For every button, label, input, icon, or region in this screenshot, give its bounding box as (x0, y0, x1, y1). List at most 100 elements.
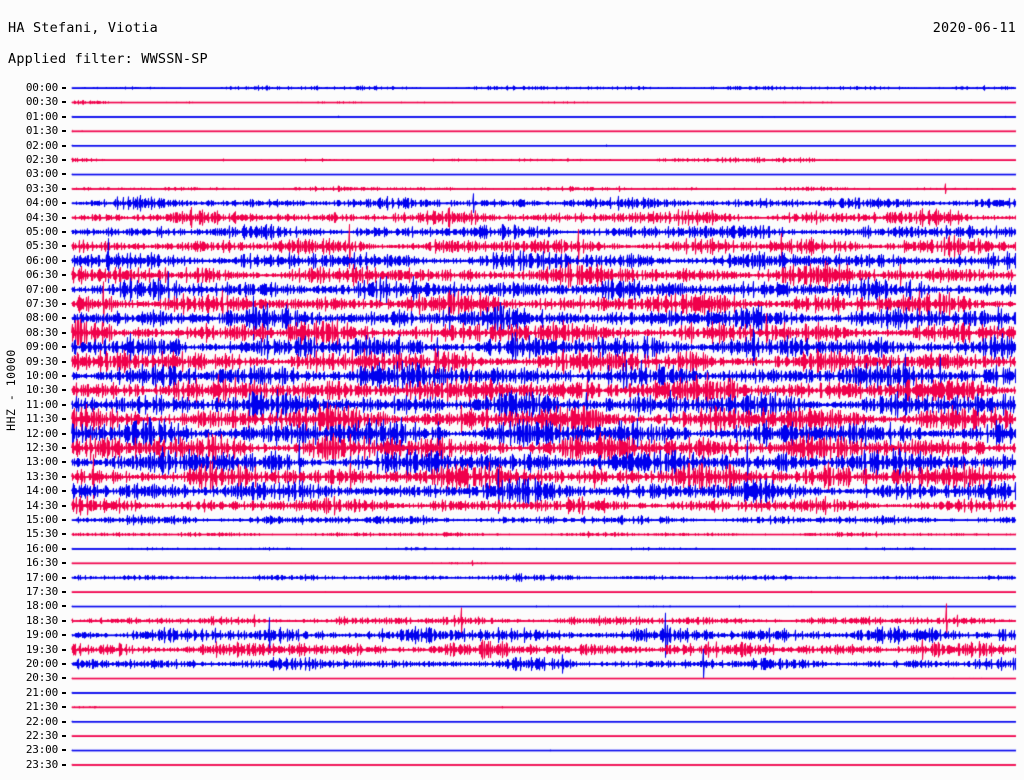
time-axis-label: 09:00 (25, 340, 58, 354)
time-axis-tick (62, 187, 66, 190)
time-axis-tick (62, 331, 66, 334)
time-axis-tick (62, 274, 66, 277)
time-axis-tick (62, 346, 66, 349)
time-axis-tick (62, 159, 66, 161)
time-axis-label: 00:30 (25, 95, 58, 109)
time-axis-tick (62, 763, 66, 766)
time-axis-label: 10:30 (25, 383, 58, 397)
time-axis-tick (62, 519, 66, 521)
time-axis-label: 15:30 (25, 527, 58, 541)
time-axis-tick (62, 216, 66, 219)
time-axis-tick (62, 303, 66, 305)
time-axis-label: 12:00 (25, 426, 58, 440)
time-axis-tick (62, 317, 66, 320)
time-axis-label: 12:30 (25, 441, 58, 454)
time-axis-tick (62, 720, 66, 723)
time-axis-label: 23:30 (25, 757, 58, 771)
time-axis-tick (62, 605, 66, 608)
time-axis-label: 18:30 (25, 613, 58, 627)
time-axis-label: 08:30 (25, 325, 58, 339)
time-axis-label: 01:30 (25, 124, 58, 138)
time-axis-tick (62, 735, 66, 737)
time-axis-label: 17:30 (25, 585, 58, 598)
time-axis-label: 02:00 (25, 138, 58, 152)
time-axis-label: 20:30 (25, 671, 58, 685)
time-axis-label: 13:30 (25, 469, 58, 483)
time-axis-label: 03:30 (25, 181, 58, 195)
time-axis-tick (62, 259, 66, 262)
time-axis-tick (62, 691, 66, 694)
time-axis-label: 00:00 (25, 81, 58, 94)
time-axis-label: 20:00 (25, 657, 58, 670)
time-axis-label: 05:30 (25, 239, 58, 253)
time-axis-tick (62, 461, 66, 464)
time-axis-tick (62, 490, 66, 493)
time-axis-tick (62, 619, 66, 622)
time-axis-label: 19:00 (25, 628, 58, 642)
time-axis-tick (62, 562, 66, 565)
time-axis-label: 06:00 (25, 253, 58, 267)
time-axis-label: 04:00 (25, 196, 58, 210)
time-axis-tick (62, 547, 66, 550)
time-axis-label: 17:00 (25, 570, 58, 584)
time-axis-label: 11:00 (25, 397, 58, 411)
time-axis-label: 21:30 (25, 700, 58, 714)
record-date-label: 2020-06-11 (932, 20, 1016, 36)
time-axis-label: 05:00 (25, 225, 58, 238)
page-title: HA Stefani, Viotia (8, 20, 158, 36)
time-axis-tick (62, 144, 66, 147)
time-axis-tick (62, 533, 66, 536)
time-axis-label: 21:00 (25, 685, 58, 699)
time-axis-tick (62, 360, 66, 363)
time-axis-label: 22:30 (25, 729, 58, 742)
time-axis-tick (62, 677, 66, 680)
applied-filter-label: Applied filter: WWSSN-SP (8, 51, 208, 67)
time-axis-tick (62, 576, 66, 579)
time-axis-tick (62, 418, 66, 421)
time-axis-tick (62, 706, 66, 709)
time-axis-tick (62, 648, 66, 651)
time-axis-label: 18:00 (25, 599, 58, 613)
time-axis-tick (62, 231, 66, 233)
time-axis-tick (62, 504, 66, 507)
time-axis-label: 14:00 (25, 484, 58, 498)
time-axis-label: 08:00 (25, 311, 58, 325)
time-axis-tick (62, 375, 66, 377)
time-axis-label: 13:00 (25, 455, 58, 469)
time-axis-label: 04:30 (25, 210, 58, 224)
time-axis-tick (62, 87, 66, 89)
time-axis-label: 15:00 (25, 513, 58, 526)
time-axis-label: 19:30 (25, 642, 58, 656)
time-axis-tick (62, 173, 66, 176)
time-axis-label: 10:00 (25, 369, 58, 382)
time-axis-tick (62, 288, 66, 291)
time-axis-label: 07:30 (25, 297, 58, 310)
time-axis-tick (62, 663, 66, 665)
time-axis-tick (62, 432, 66, 435)
time-axis-label: 11:30 (25, 412, 58, 426)
time-axis-tick (62, 403, 66, 406)
time-axis-label: 23:00 (25, 743, 58, 757)
time-axis-label: 01:00 (25, 109, 58, 123)
time-axis-tick (62, 389, 66, 392)
time-axis-tick (62, 591, 66, 593)
time-axis-tick (62, 447, 66, 449)
time-axis-label: 07:00 (25, 282, 58, 296)
time-axis-tick (62, 115, 66, 118)
time-axis-tick (62, 130, 66, 133)
time-axis-label: 16:30 (25, 556, 58, 570)
time-axis-label: 03:00 (25, 167, 58, 181)
time-axis-tick (62, 101, 66, 104)
time-axis-tick (62, 475, 66, 478)
time-axis-label: 16:00 (25, 541, 58, 555)
time-axis-tick (62, 634, 66, 637)
time-axis-label: 14:30 (25, 498, 58, 512)
time-axis-label: 06:30 (25, 268, 58, 282)
time-axis-label: 02:30 (25, 153, 58, 166)
time-axis-label: 09:30 (25, 354, 58, 368)
time-axis-tick (62, 245, 66, 248)
time-axis-label: 22:00 (25, 714, 58, 728)
time-axis-tick (62, 749, 66, 752)
